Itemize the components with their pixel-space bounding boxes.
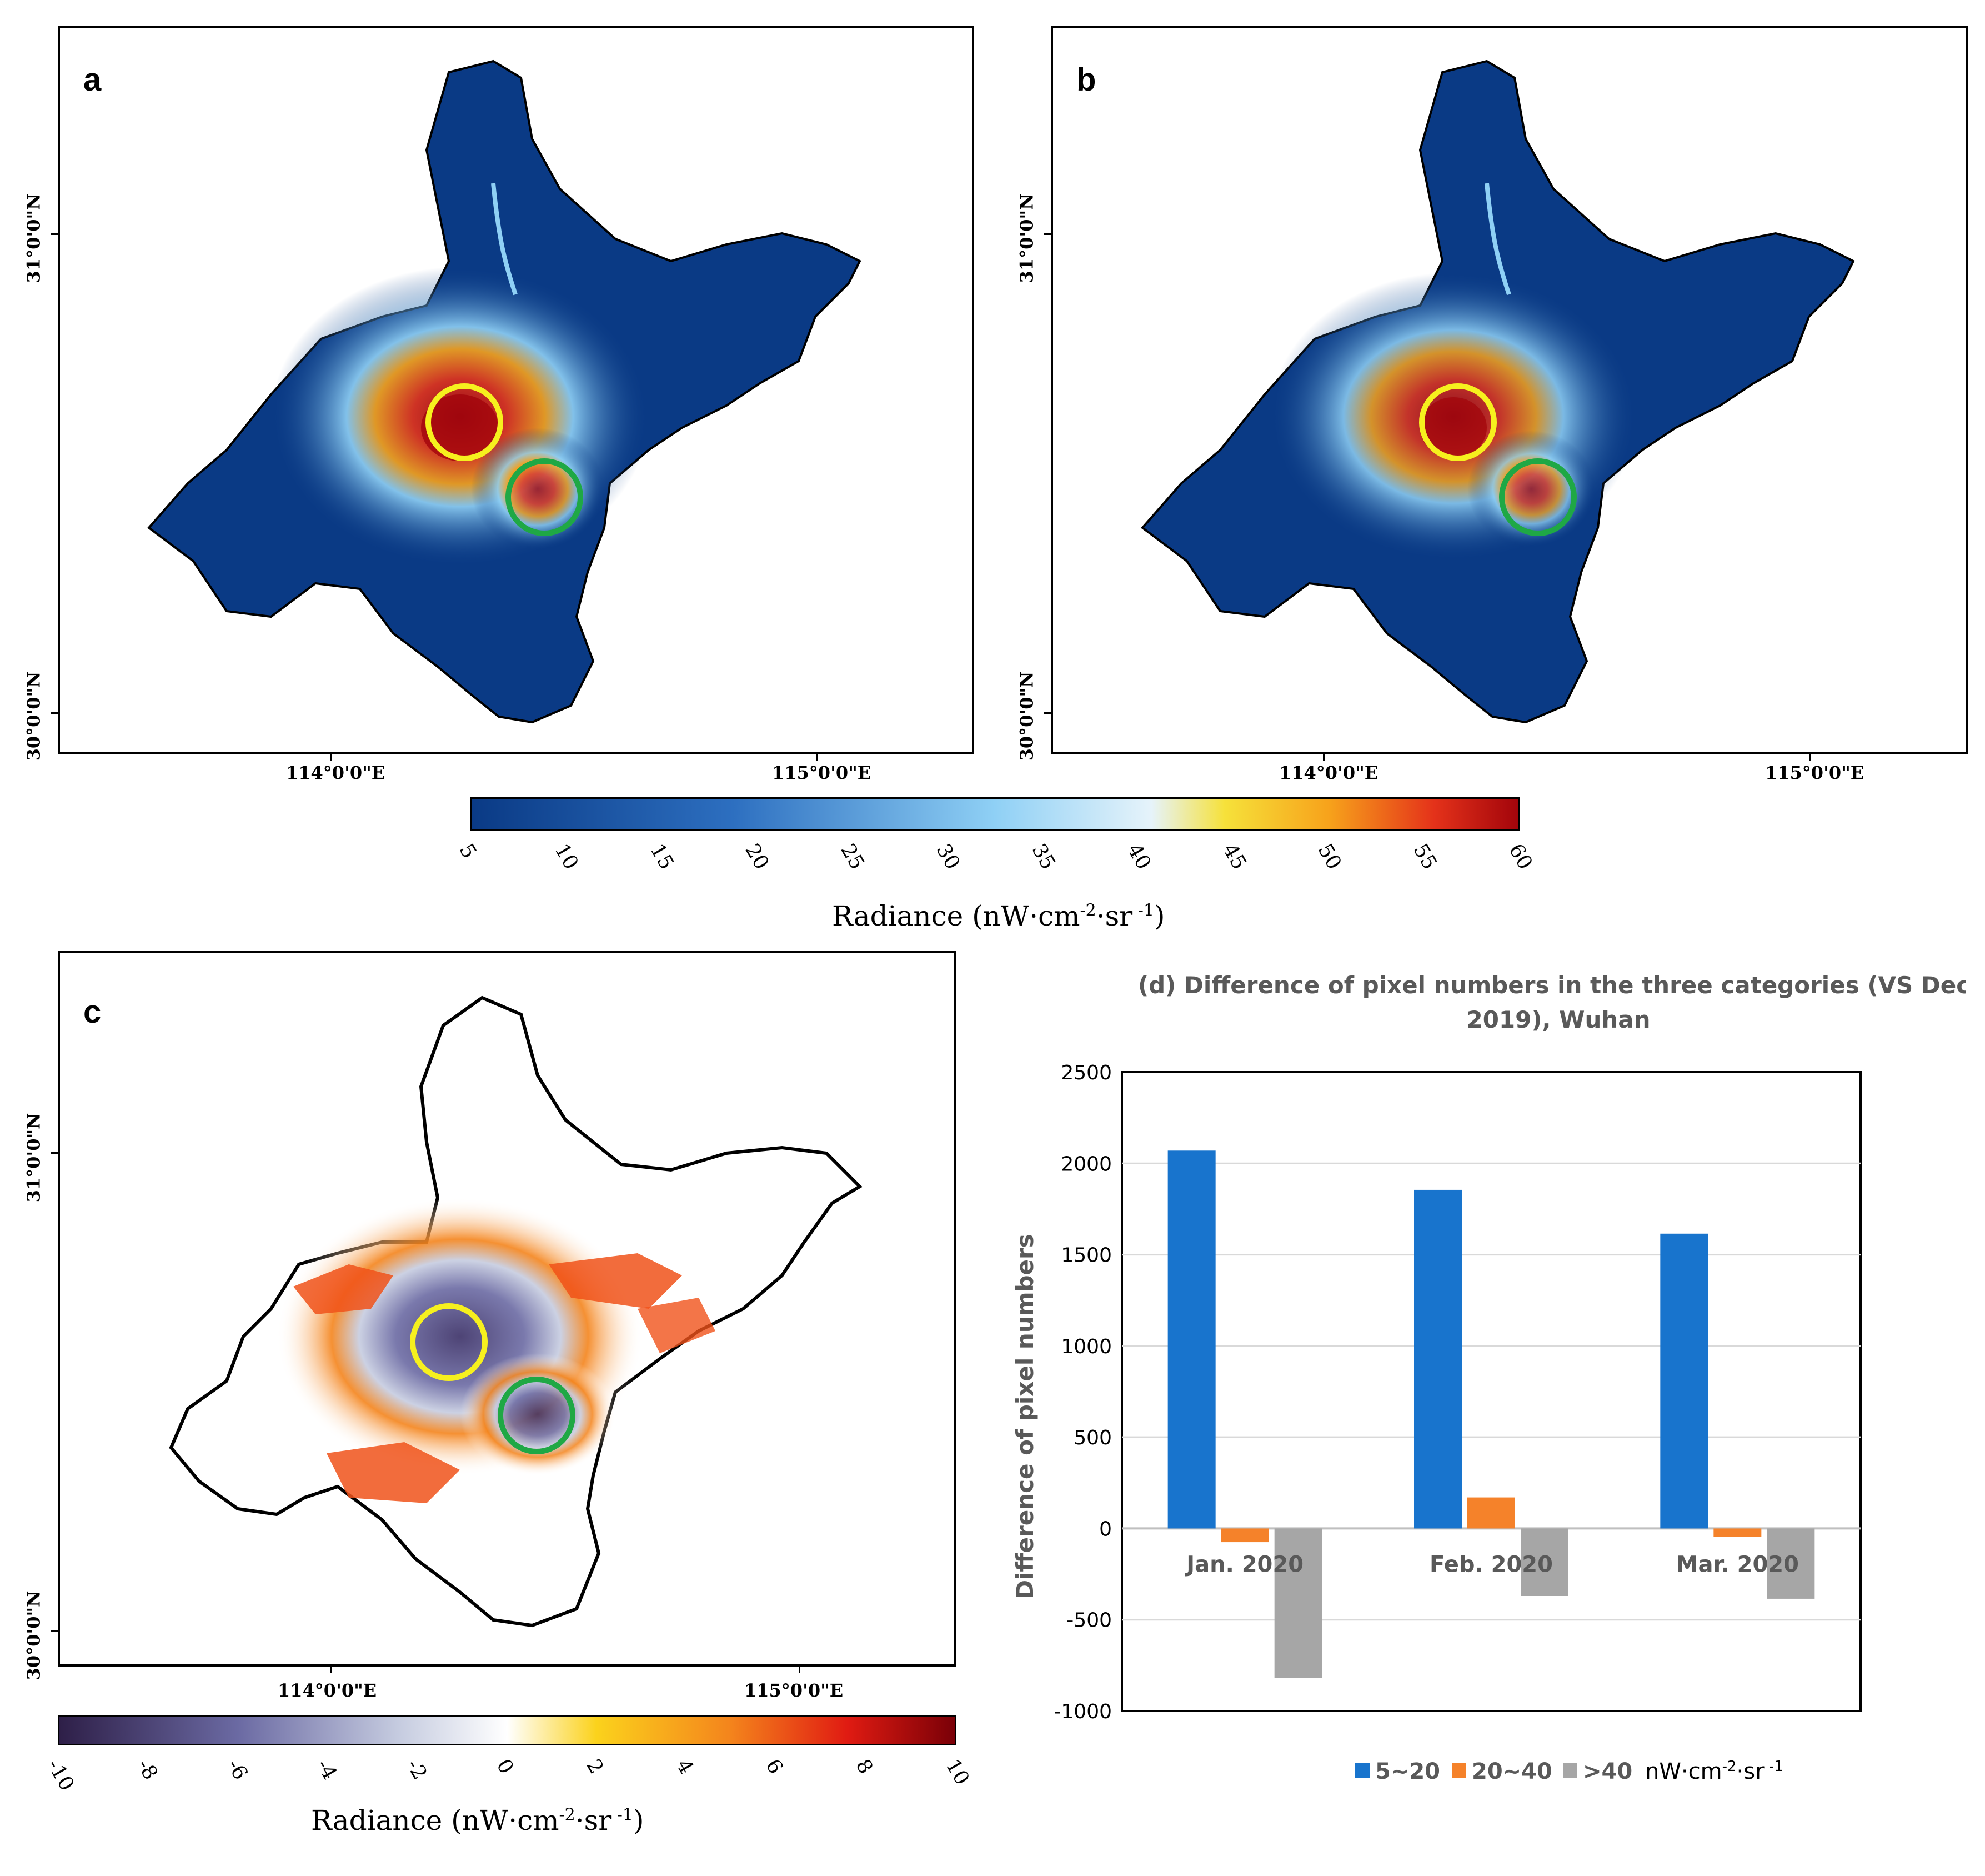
colorbar-tick-colorbar_top-9: 50 — [1313, 840, 1346, 874]
colorbar-tick-colorbar_bottom-10: 10 — [941, 1755, 974, 1789]
panel-b-letter: b — [1076, 62, 1096, 98]
bar-5~20-Feb. 2020 — [1414, 1189, 1462, 1529]
bar-5~20-Jan. 2020 — [1167, 1150, 1216, 1529]
panel-a-frame: a — [51, 26, 974, 761]
y-tick-label-3: 500 — [1074, 1427, 1112, 1449]
bar-20~40-Jan. 2020 — [1221, 1528, 1269, 1543]
lat-30-label-b: 30°0'0"N — [1016, 671, 1037, 761]
colorbar-bottom — [58, 1715, 956, 1745]
colorbar-tick-colorbar_top-3: 20 — [740, 840, 774, 874]
chart-title-line2: 2019), Wuhan — [1466, 1006, 1650, 1033]
lon-114-label-c: 114°0'0"E — [278, 1680, 377, 1701]
lat-31-label-a: 31°0'0"N — [23, 193, 44, 283]
colorbar-tick-colorbar_bottom-1: -8 — [132, 1755, 162, 1784]
legend-label-0: 5~20 — [1375, 1759, 1440, 1784]
category-label-2: Mar. 2020 — [1676, 1552, 1799, 1577]
bar->40-Jan. 2020 — [1274, 1528, 1322, 1678]
colorbar-tick-colorbar_bottom-7: 4 — [671, 1755, 698, 1778]
colorbar-tick-colorbar_bottom-0: -10 — [42, 1755, 78, 1795]
colorbar-tick-colorbar_top-0: 5 — [454, 840, 481, 863]
lon-115-label-b: 115°0'0"E — [1765, 762, 1864, 783]
panel-c-frame: c — [51, 951, 956, 1673]
colorbar-tick-colorbar_top-10: 55 — [1408, 840, 1442, 874]
plot-frame — [1121, 1071, 1862, 1712]
y-tick-label-4: 1000 — [1061, 1335, 1112, 1358]
colorbar-top-label: Radiance (nW·cm-2·sr -1) — [832, 900, 1165, 932]
colorbar-tick-colorbar_bottom-9: 8 — [851, 1755, 878, 1778]
bar->40-Mar. 2020 — [1767, 1528, 1815, 1599]
panel-c-letter: c — [83, 994, 102, 1030]
chart-title-line1: (d) Difference of pixel numbers in the t… — [1138, 972, 1966, 999]
bar-20~40-Feb. 2020 — [1467, 1497, 1515, 1529]
lat-31-label-c: 31°0'0"N — [23, 1113, 44, 1203]
colorbar-tick-colorbar_bottom-6: 2 — [582, 1755, 608, 1778]
y-tick-label-6: 2000 — [1061, 1153, 1112, 1175]
colorbar-tick-colorbar_top-8: 45 — [1218, 840, 1251, 874]
colorbar-top — [470, 797, 1520, 831]
bar->40-Feb. 2020 — [1521, 1528, 1568, 1596]
yellow-circle-c — [410, 1303, 488, 1381]
panel-a-letter: a — [83, 62, 102, 98]
y-tick-label-2: 0 — [1099, 1518, 1112, 1540]
colorbar-tick-colorbar_bottom-3: -4 — [312, 1755, 342, 1784]
panel-b-frame: b — [1044, 26, 1968, 761]
colorbar-tick-colorbar_top-5: 30 — [931, 840, 964, 874]
colorbar-bottom-label: Radiance (nW·cm-2·sr -1) — [311, 1804, 644, 1837]
colorbar-tick-colorbar_top-1: 10 — [550, 840, 583, 874]
colorbar-tick-colorbar_top-4: 25 — [836, 840, 869, 874]
bar-20~40-Mar. 2020 — [1713, 1528, 1762, 1537]
bar-chart-d: (d) Difference of pixel numbers in the t… — [1011, 972, 1966, 1784]
map-c — [169, 995, 863, 1628]
legend-swatch-0 — [1355, 1763, 1370, 1778]
colorbar-tick-colorbar_top-7: 40 — [1122, 840, 1155, 874]
yellow-circle-a — [425, 383, 503, 461]
colorbar-tick-colorbar_top-2: 15 — [645, 840, 678, 874]
colorbar-tick-colorbar_bottom-2: -6 — [222, 1755, 252, 1784]
colorbar-tick-colorbar_bottom-4: -2 — [402, 1755, 432, 1784]
category-label-0: Jan. 2020 — [1185, 1552, 1304, 1577]
category-label-1: Feb. 2020 — [1430, 1552, 1553, 1577]
lon-114-label-a: 114°0'0"E — [286, 762, 385, 783]
map-a — [147, 59, 861, 724]
legend-label-2: >40 — [1583, 1759, 1632, 1784]
y-tick-label-1: -500 — [1066, 1609, 1112, 1632]
legend-swatch-2 — [1563, 1763, 1577, 1778]
lon-114-label-b: 114°0'0"E — [1279, 762, 1379, 783]
map-b — [1141, 59, 1855, 724]
green-circle-c — [498, 1377, 575, 1454]
lat-30-label-c: 30°0'0"N — [23, 1590, 44, 1680]
yellow-circle-b — [1419, 383, 1497, 461]
legend-unit: nW·cm-2·sr -1 — [1645, 1758, 1783, 1784]
colorbar-tick-colorbar_bottom-8: 6 — [761, 1755, 788, 1778]
colorbar-tick-colorbar_top-11: 60 — [1504, 840, 1537, 874]
lon-115-label-a: 115°0'0"E — [772, 762, 871, 783]
colorbar-tick-colorbar_top-6: 35 — [1027, 840, 1060, 874]
green-circle-b — [1499, 458, 1577, 536]
lat-30-label-a: 30°0'0"N — [23, 671, 44, 761]
legend-label-1: 20~40 — [1472, 1759, 1552, 1784]
y-tick-label-7: 2500 — [1061, 1062, 1112, 1084]
y-axis-label: Difference of pixel numbers — [1011, 1234, 1039, 1599]
green-circle-a — [505, 458, 583, 536]
lon-115-label-c: 115°0'0"E — [744, 1680, 844, 1701]
colorbar-tick-colorbar_bottom-5: 0 — [492, 1755, 518, 1778]
y-tick-label-0: -1000 — [1054, 1700, 1112, 1723]
legend-swatch-1 — [1452, 1763, 1466, 1778]
y-tick-label-5: 1500 — [1061, 1244, 1112, 1267]
lat-31-label-b: 31°0'0"N — [1016, 193, 1037, 283]
bar-5~20-Mar. 2020 — [1660, 1233, 1708, 1529]
